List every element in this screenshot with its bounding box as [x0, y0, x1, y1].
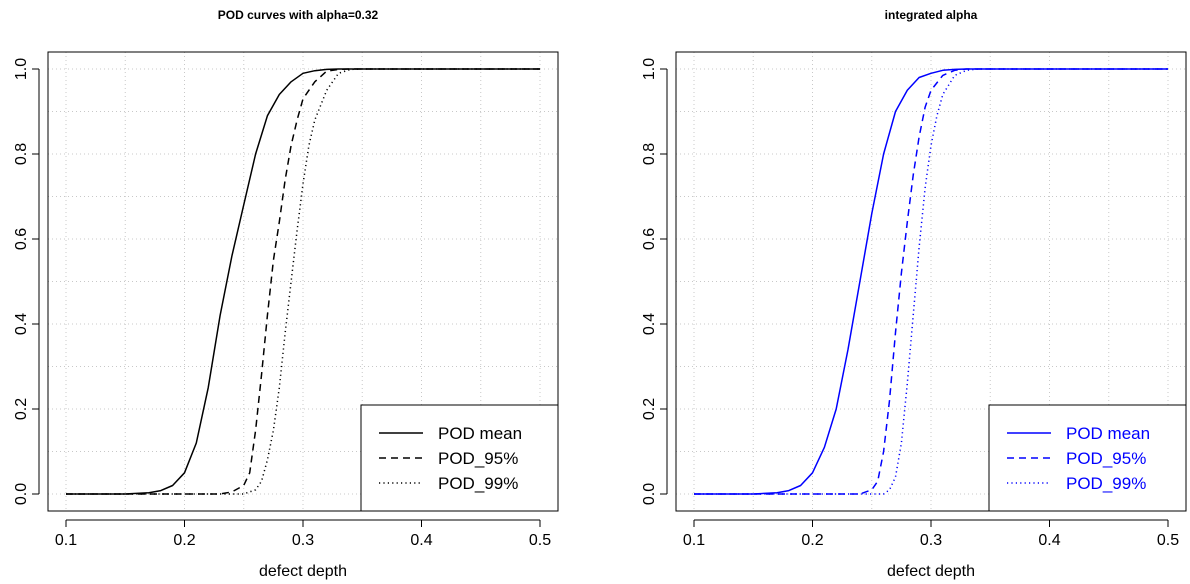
x-tick-label: 0.2	[801, 532, 823, 549]
x-tick-label: 0.4	[410, 532, 432, 549]
chart-panel-1: POD curves with alpha=0.32 0.1 0.2 0.3 0.4 0.…	[13, 8, 559, 580]
x-tick-label: 0.1	[683, 532, 705, 549]
legend: POD mean POD_95% POD_99%	[360, 404, 559, 512]
x-axis-label: defect depth	[259, 563, 347, 580]
y-tick-label: 0.6	[13, 228, 30, 250]
y-tick-label: 0.2	[641, 398, 658, 420]
series-line-pod-99-	[66, 68, 540, 495]
legend-label: POD_95%	[1066, 449, 1146, 468]
x-tick-label: 0.3	[920, 532, 942, 549]
y-tick-label: 0.6	[641, 228, 658, 250]
x-tick-label: 0.3	[292, 532, 314, 549]
legend-label: POD_99%	[1066, 474, 1146, 493]
y-tick-label: 1.0	[13, 58, 30, 80]
y-tick-label: 0.4	[13, 313, 30, 335]
series-line-pod-95-	[694, 68, 1168, 495]
x-axis-label: defect depth	[887, 563, 975, 580]
legend-label: POD mean	[438, 424, 522, 443]
legend-label: POD_95%	[438, 449, 518, 468]
x-tick-label: 0.4	[1038, 532, 1060, 549]
legend-label: POD mean	[1066, 424, 1150, 443]
y-tick-label: 0.8	[641, 143, 658, 165]
series-line-pod-mean	[694, 68, 1168, 495]
x-tick-label: 0.2	[173, 532, 195, 549]
chart-title: POD curves with alpha=0.32	[218, 8, 379, 22]
x-tick-label: 0.1	[55, 532, 77, 549]
y-tick-label: 0.0	[13, 483, 30, 505]
y-tick-label: 0.8	[13, 143, 30, 165]
chart-panel-2: integrated alpha 0.1 0.2 0.3 0.4 0.5 defect de…	[641, 8, 1187, 580]
plot-area-frame	[47, 51, 559, 512]
y-tick-label: 0.4	[641, 313, 658, 335]
series-line-pod-mean	[66, 68, 540, 495]
y-tick-label: 0.2	[13, 398, 30, 420]
plot-area-frame	[675, 51, 1187, 512]
x-tick-label: 0.5	[529, 532, 551, 549]
y-tick-label: 1.0	[641, 58, 658, 80]
legend-label: POD_99%	[438, 474, 518, 493]
y-tick-label: 0.0	[641, 483, 658, 505]
chart-title: integrated alpha	[885, 8, 978, 22]
legend: POD mean POD_95% POD_99%	[988, 404, 1187, 512]
series-line-pod-95-	[66, 68, 540, 495]
x-tick-label: 0.5	[1157, 532, 1179, 549]
